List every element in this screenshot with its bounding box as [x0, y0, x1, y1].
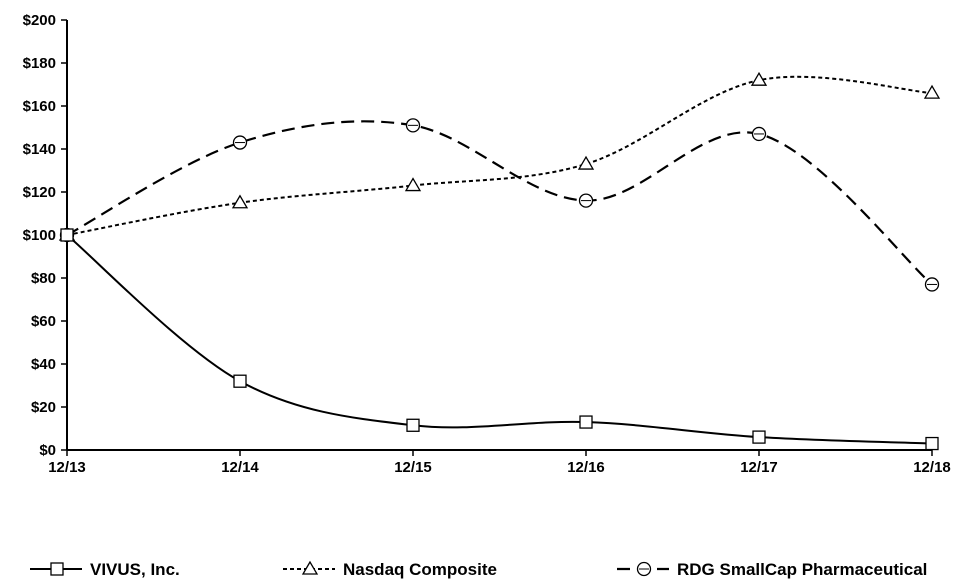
legend-marker-circle — [636, 561, 652, 577]
x-tick-label: 12/17 — [740, 459, 778, 476]
series-line-circle — [66, 120, 933, 286]
y-tick-label: $180 — [23, 55, 56, 72]
series-line-square — [66, 234, 933, 445]
legend-label: VIVUS, Inc. — [90, 560, 180, 579]
data-point-square — [406, 418, 420, 432]
legend-item: Nasdaq Composite — [283, 560, 497, 579]
legend: VIVUS, Inc. Nasdaq Composite RDG SmallCap … — [30, 560, 927, 579]
legend-marker-triangle — [301, 560, 319, 575]
legend-label: RDG SmallCap Pharmaceutical — [677, 560, 927, 579]
data-point-square — [925, 436, 939, 451]
data-point-square — [60, 228, 74, 242]
legend-item: RDG SmallCap Pharmaceutical — [617, 560, 927, 579]
data-point-circle — [751, 126, 767, 142]
y-tick-label: $140 — [23, 141, 56, 158]
y-tick-label: $60 — [31, 313, 56, 330]
legend-label: Nasdaq Composite — [343, 560, 497, 579]
y-tick-label: $120 — [23, 184, 56, 201]
y-tick-label: $200 — [23, 12, 56, 29]
x-tick-label: 12/14 — [221, 459, 259, 476]
data-point-triangle — [404, 177, 422, 192]
x-axis-ticks: 12/13 12/14 12/15 12/16 12/17 12/18 — [48, 450, 951, 476]
data-point-square — [579, 415, 593, 429]
y-tick-label: $40 — [31, 356, 56, 373]
data-point-triangle — [750, 71, 768, 86]
y-tick-label: $80 — [31, 270, 56, 287]
y-axis-ticks: $0 $20 $40 $60 $80 $100 $120 $140 $160 $180 $200 — [23, 12, 67, 459]
series-layer — [58, 71, 941, 451]
data-point-circle — [405, 118, 421, 133]
x-tick-label: 12/13 — [48, 459, 86, 476]
x-tick-label: 12/18 — [913, 459, 951, 476]
series-line-triangle — [66, 75, 933, 236]
data-point-square — [233, 374, 247, 388]
data-point-circle — [924, 277, 940, 292]
data-point-triangle — [577, 155, 595, 170]
y-tick-label: $160 — [23, 98, 56, 115]
y-tick-label: $20 — [31, 399, 56, 416]
data-point-triangle — [923, 84, 941, 99]
data-point-circle — [232, 135, 248, 150]
data-point-circle — [578, 193, 594, 208]
legend-marker-square — [50, 562, 64, 576]
x-tick-label: 12/16 — [567, 459, 605, 476]
data-point-square — [752, 430, 766, 444]
legend-item: VIVUS, Inc. — [30, 560, 180, 579]
y-tick-label: $100 — [23, 227, 56, 244]
x-tick-label: 12/15 — [394, 459, 432, 476]
data-point-triangle — [231, 194, 249, 209]
y-tick-label: $0 — [39, 442, 56, 459]
